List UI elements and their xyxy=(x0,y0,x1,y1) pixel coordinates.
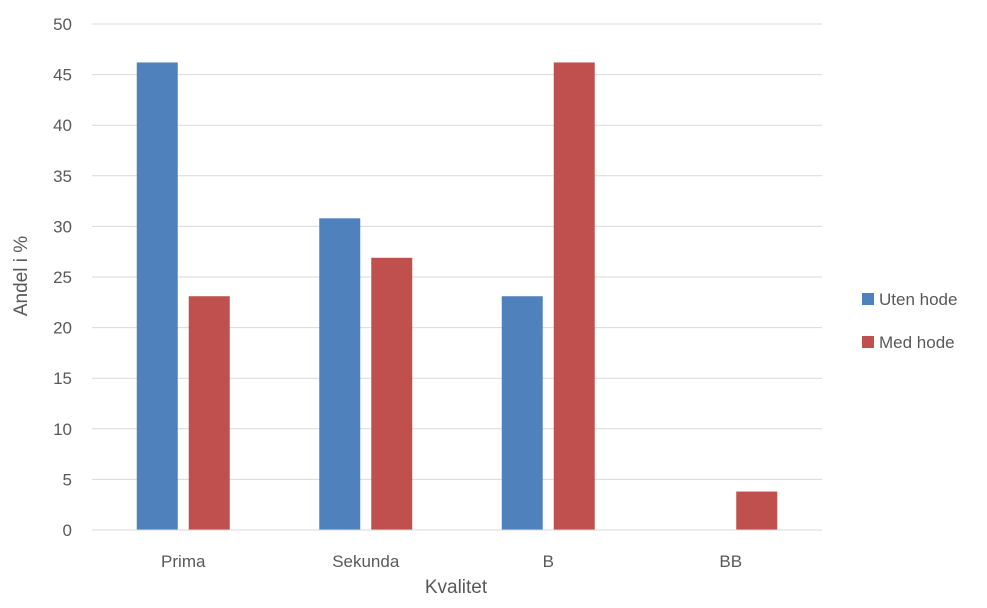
bar-uten-hode-sekunda xyxy=(319,218,361,530)
bar-uten-hode-b xyxy=(501,296,543,530)
x-axis-ticks: Prima Sekunda B BB xyxy=(161,552,742,571)
legend-label: Uten hode xyxy=(879,290,957,309)
legend-swatch xyxy=(862,336,874,348)
x-axis-title: Kvalitet xyxy=(425,577,488,598)
bar-med-hode-prima xyxy=(188,296,230,530)
y-tick-label: 35 xyxy=(53,167,72,186)
y-axis-ticks: 0 5 10 15 20 25 30 35 40 45 50 xyxy=(53,15,72,540)
legend: Uten hode Med hode xyxy=(862,290,957,352)
y-tick-label: 45 xyxy=(53,66,72,85)
legend-label: Med hode xyxy=(879,333,955,352)
bars xyxy=(136,62,778,531)
y-tick-label: 10 xyxy=(53,420,72,439)
y-tick-label: 25 xyxy=(53,268,72,287)
y-tick-label: 40 xyxy=(53,116,72,135)
y-tick-label: 0 xyxy=(63,521,72,540)
y-tick-label: 15 xyxy=(53,369,72,388)
y-axis-title: Andel i % xyxy=(11,236,32,316)
bar-med-hode-bb xyxy=(736,491,778,530)
x-tick-label: B xyxy=(543,552,554,571)
bar-med-hode-b xyxy=(553,62,595,531)
y-tick-label: 20 xyxy=(53,319,72,338)
x-tick-label: Prima xyxy=(161,552,206,571)
y-tick-label: 50 xyxy=(53,15,72,34)
x-tick-label: BB xyxy=(719,552,742,571)
y-tick-label: 30 xyxy=(53,217,72,236)
bar-uten-hode-prima xyxy=(136,62,178,531)
bar-med-hode-sekunda xyxy=(371,257,413,530)
y-tick-label: 5 xyxy=(63,470,72,489)
x-tick-label: Sekunda xyxy=(332,552,400,571)
legend-swatch xyxy=(862,293,874,305)
